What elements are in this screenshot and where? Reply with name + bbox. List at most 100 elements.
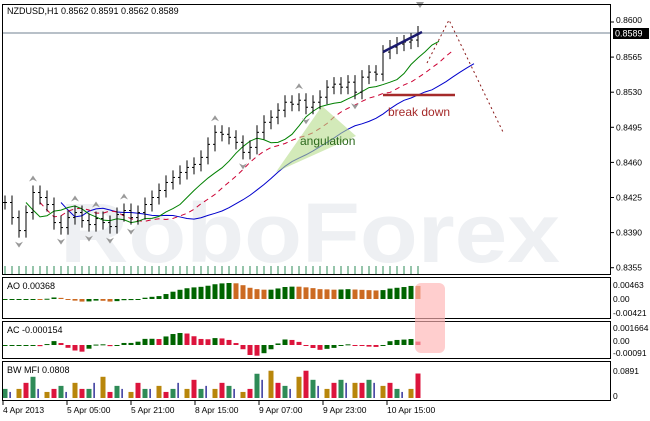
x-tick-label: 5 Apr 05:00	[67, 405, 111, 415]
ao-bar	[86, 299, 92, 302]
fractal-up-icon	[120, 193, 128, 200]
y-tick-label: 0.8425	[616, 193, 642, 203]
x-tick-label: 8 Apr 15:00	[195, 405, 239, 415]
ac-bar	[128, 342, 134, 345]
ac-bar	[275, 343, 281, 345]
price-bar	[94, 211, 98, 232]
mfi-label: BW MFI 0.0808	[7, 365, 70, 375]
ac-bar	[345, 344, 351, 346]
mfi-bar	[177, 382, 179, 398]
ao-bar	[268, 289, 274, 299]
ac-bar	[205, 339, 211, 345]
ac-bar	[212, 338, 218, 345]
price-bar	[269, 110, 273, 130]
price-bar	[220, 125, 224, 142]
mfi-bar	[380, 385, 386, 398]
price-bar	[360, 70, 364, 100]
price-bar	[101, 211, 105, 230]
mfi-bar	[233, 388, 235, 398]
ao-bar	[2, 299, 8, 300]
ao-bar	[135, 299, 141, 300]
ac-bar	[51, 341, 57, 345]
ao-bar	[121, 299, 127, 301]
ao-bar	[408, 285, 414, 299]
fractal-down-icon	[239, 163, 247, 170]
mfi-bar	[16, 388, 22, 398]
mfi-bar	[317, 385, 319, 398]
price-bar	[213, 125, 217, 152]
ac-bar	[2, 345, 8, 346]
ac-bar	[121, 342, 127, 345]
ac-bar	[317, 345, 323, 350]
ac-bar	[226, 339, 232, 345]
ao-bar	[184, 288, 190, 299]
price-bar	[262, 115, 266, 140]
mfi-bar	[65, 391, 67, 398]
price-bar	[115, 207, 119, 234]
ac-bar	[177, 333, 183, 345]
price-bar	[10, 195, 14, 225]
ac-bar	[219, 338, 225, 345]
fractal-up-icon	[29, 175, 37, 182]
fractal-down-icon	[15, 241, 23, 248]
y-tick-label: 0.8460	[616, 157, 642, 167]
mfi-bar	[289, 388, 291, 398]
ac-bar	[135, 341, 141, 345]
watermark: RoboForex	[60, 186, 560, 280]
mfi-bar	[107, 391, 113, 398]
ac-bar	[149, 338, 155, 345]
mfi-bar	[100, 376, 106, 398]
ac-bar	[163, 336, 169, 345]
fractal-down-icon	[351, 103, 359, 110]
ac-bar	[373, 345, 379, 347]
angulation-triangle	[276, 106, 356, 172]
ao-bar	[275, 288, 281, 299]
mfi-bar	[331, 382, 337, 398]
mfi-bar	[401, 391, 403, 398]
ac-bar	[170, 334, 176, 345]
ac-bar	[247, 345, 253, 356]
indicator-tick-label: 0.00	[613, 336, 630, 346]
mfi-bar	[219, 382, 225, 398]
ao-bar	[247, 287, 253, 299]
indicator-tick-label: 0.00463	[613, 280, 644, 290]
ac-bar	[359, 345, 365, 346]
ac-bar	[142, 338, 148, 345]
price-bar	[66, 210, 70, 235]
ao-bar	[352, 289, 358, 299]
ac-bar	[114, 345, 120, 346]
mfi-bar	[366, 379, 372, 398]
mfi-bar	[240, 391, 246, 398]
price-bar	[346, 75, 350, 95]
ac-bar	[394, 339, 400, 345]
ao-bar	[30, 299, 36, 300]
signal-highlight	[415, 283, 445, 353]
price-bar	[164, 175, 168, 198]
mfi-bar	[352, 382, 358, 398]
fractal-down-icon	[127, 228, 135, 235]
ao-bar	[191, 287, 197, 299]
mfi-bar	[345, 382, 347, 398]
fractal-down-icon	[106, 237, 114, 244]
ao-bar	[324, 289, 330, 299]
price-bar	[255, 125, 259, 155]
price-bar	[234, 130, 238, 150]
ac-bar	[254, 345, 260, 356]
ao-bar	[72, 299, 78, 301]
ac-bar	[100, 344, 106, 346]
ac-bar	[380, 345, 386, 346]
ao-bar	[345, 289, 351, 299]
fractal-up-icon	[295, 83, 303, 90]
ac-bar	[65, 345, 71, 348]
fractal-down-icon	[57, 238, 65, 245]
mfi-bar	[23, 382, 29, 398]
trend-line	[382, 30, 423, 54]
price-bar	[206, 137, 210, 165]
ao-bar	[282, 287, 288, 299]
mfi-bar	[114, 385, 120, 398]
mfi-bar	[387, 382, 393, 398]
ao-bar	[310, 288, 316, 299]
y-tick-label: 0.8495	[616, 122, 642, 132]
ao-bar	[9, 299, 15, 300]
mfi-bar	[156, 385, 162, 398]
